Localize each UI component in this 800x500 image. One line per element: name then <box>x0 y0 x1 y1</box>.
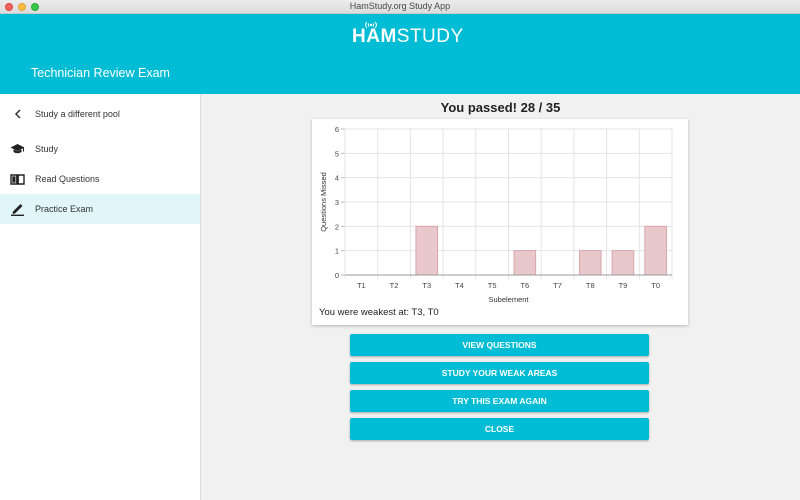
x-tick-label: T9 <box>619 281 628 290</box>
logo-bold-text: HAM <box>352 26 397 47</box>
sidebar-item-label: Practice Exam <box>35 204 94 214</box>
hamstudy-logo: HAMSTUDY <box>352 21 464 50</box>
y-axis-label: Questions Missed <box>319 172 328 232</box>
y-tick-label: 0 <box>335 271 339 280</box>
bar-t8 <box>578 250 602 276</box>
x-tick-label: T8 <box>586 281 595 290</box>
logo-light-text: STUDY <box>396 26 464 47</box>
y-tick-label: 2 <box>335 222 339 231</box>
x-tick-label: T5 <box>488 281 497 290</box>
view-questions-button[interactable]: VIEW QUESTIONS <box>350 334 649 356</box>
sidebar-item-study[interactable]: Study <box>0 134 200 164</box>
x-tick-label: T6 <box>520 281 529 290</box>
x-tick-label: T4 <box>455 281 464 290</box>
sidebar-item-label: Study <box>35 144 59 154</box>
missed-questions-chart: 0 1 2 3 4 5 6 T1 T2 T3 T4 T5 T6 T7 T8 T9 T0 Subelement Que… <box>319 125 673 304</box>
graduation-cap-icon <box>0 143 35 155</box>
close-window-button[interactable] <box>5 3 13 11</box>
main-content: You passed! 28 / 35 0 1 2 3 4 5 6 T1 T2 T3 T4 T5 T6 T… <box>201 94 800 500</box>
x-tick-label: T7 <box>553 281 562 290</box>
sidebar-item-practice-exam[interactable]: Practice Exam <box>0 194 200 224</box>
sidebar-item-label: Read Questions <box>35 174 100 184</box>
bar-t3 <box>415 225 439 276</box>
chevron-left-icon <box>0 109 35 119</box>
study-weak-areas-button[interactable]: STUDY YOUR WEAK AREAS <box>350 362 649 384</box>
bar-t9 <box>611 250 635 276</box>
y-tick-label: 5 <box>335 149 339 158</box>
y-tick-label: 1 <box>335 247 339 256</box>
x-tick-label: T2 <box>390 281 399 290</box>
exam-result: You passed! 28 / 35 <box>440 100 561 115</box>
y-tick-label: 6 <box>335 125 339 134</box>
sidebar-item-label: Study a different pool <box>35 109 120 119</box>
app-header: HAMSTUDY Technician Review Exam <box>0 14 800 94</box>
x-tick-label: T1 <box>357 281 366 290</box>
close-button[interactable]: CLOSE <box>350 418 649 440</box>
minimize-window-button[interactable] <box>18 3 26 11</box>
page-title: Technician Review Exam <box>31 66 170 80</box>
antenna-icon <box>365 21 377 29</box>
bar-t0 <box>644 225 667 276</box>
sidebar-item-change-pool[interactable]: Study a different pool <box>0 94 200 134</box>
window-title: HamStudy.org Study App <box>349 1 451 11</box>
y-tick-label: 4 <box>335 174 339 183</box>
x-axis-label: Subelement <box>488 295 529 304</box>
book-open-icon <box>0 173 35 185</box>
weakest-areas-text: You were weakest at: T3, T0 <box>319 307 439 318</box>
sidebar-item-read-questions[interactable]: Read Questions <box>0 164 200 194</box>
bar-t6 <box>513 250 537 276</box>
retry-exam-button[interactable]: TRY THIS EXAM AGAIN <box>350 390 649 412</box>
results-chart-card: 0 1 2 3 4 5 6 T1 T2 T3 T4 T5 T6 T7 T8 T9 T0 Subelement Que… <box>312 119 688 325</box>
pencil-icon <box>0 202 35 216</box>
x-tick-label: T3 <box>422 281 431 290</box>
window-titlebar: HamStudy.org Study App <box>0 0 800 14</box>
zoom-window-button[interactable] <box>31 3 39 11</box>
x-tick-label: T0 <box>651 281 660 290</box>
y-tick-label: 3 <box>335 198 339 207</box>
sidebar: Study a different pool Study Read Questi… <box>0 94 201 500</box>
